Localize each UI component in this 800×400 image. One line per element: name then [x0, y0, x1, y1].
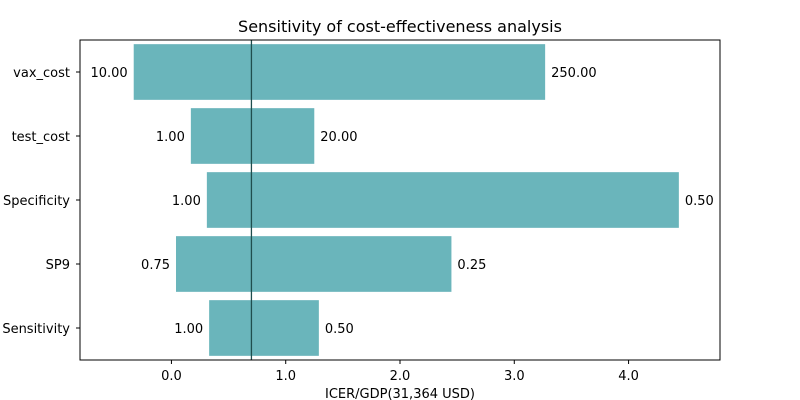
- y-tick-label: test_cost: [12, 130, 70, 145]
- x-axis: 0.0 1.0 2.0 3.0 4.0: [161, 360, 639, 384]
- x-tick-label: 0.0: [161, 369, 182, 384]
- chart-title: Sensitivity of cost-effectiveness analys…: [238, 17, 562, 36]
- bar-low-label: 10.00: [90, 66, 127, 81]
- bar-Specificity: [206, 172, 679, 228]
- bars-group: 10.00 250.00 1.00 20.00 1.00 0.50 0.75 0.25 1.00…: [90, 44, 714, 356]
- bar-high-label: 0.50: [685, 194, 714, 209]
- bar-high-label: 0.25: [457, 258, 486, 273]
- y-tick-label: Sensitivity: [2, 322, 70, 337]
- bar-high-label: 0.50: [325, 322, 354, 337]
- bar-high-label: 20.00: [320, 130, 357, 145]
- bar-test_cost: [190, 108, 315, 164]
- y-axis: vax_cost test_cost Specificity SP9 Sensitivi…: [2, 66, 80, 337]
- x-tick-label: 2.0: [390, 369, 411, 384]
- bar-high-label: 250.00: [551, 66, 597, 81]
- bar-low-label: 1.00: [172, 194, 201, 209]
- y-tick-label: SP9: [46, 258, 70, 273]
- bar-Sensitivity: [209, 300, 319, 356]
- bar-SP9: [176, 236, 452, 292]
- bar-vax_cost: [133, 44, 546, 100]
- bar-low-label: 1.00: [156, 130, 185, 145]
- bar-low-label: 1.00: [174, 322, 203, 337]
- x-axis-label: ICER/GDP(31,364 USD): [325, 387, 475, 400]
- bar-low-label: 0.75: [141, 258, 170, 273]
- y-tick-label: vax_cost: [13, 66, 70, 81]
- x-tick-label: 4.0: [618, 369, 639, 384]
- y-tick-label: Specificity: [3, 194, 70, 209]
- x-tick-label: 1.0: [275, 369, 296, 384]
- x-tick-label: 3.0: [504, 369, 525, 384]
